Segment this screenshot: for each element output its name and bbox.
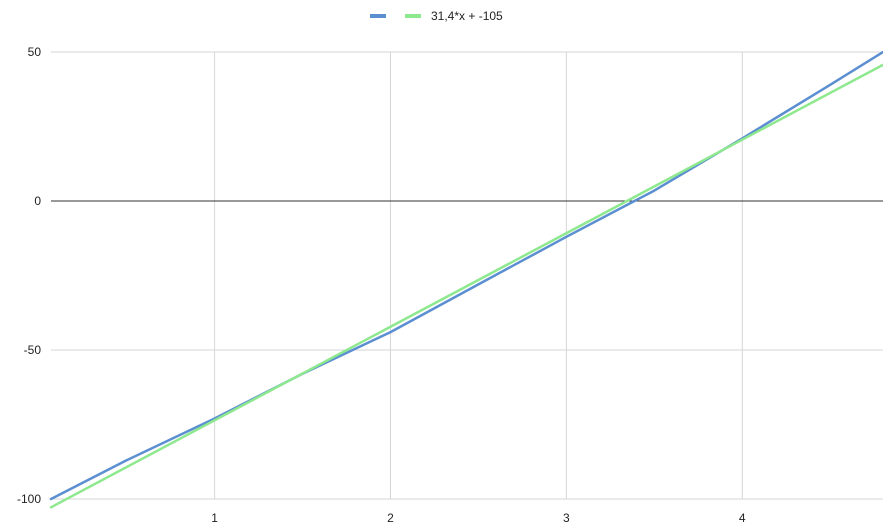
legend: 31,4*x + -105: [370, 9, 503, 23]
x-tick-label-2: 3: [563, 511, 570, 525]
series-line-0: [49, 50, 883, 501]
y-tick-label-1: -50: [24, 343, 42, 357]
x-tick-label-0: 1: [211, 511, 218, 525]
x-tick-label-3: 4: [739, 511, 746, 525]
x-tick-label-1: 2: [387, 511, 394, 525]
legend-swatch-1: [405, 14, 421, 18]
tick-labels: -100 -50 0 50 1 2 3 4: [17, 45, 746, 525]
y-tick-label-2: 0: [34, 194, 41, 208]
series-line-1: [49, 63, 883, 509]
y-tick-label-3: 50: [28, 45, 42, 59]
series-layer: [49, 50, 883, 509]
legend-swatch-0: [370, 14, 386, 18]
legend-label-1: 31,4*x + -105: [431, 9, 503, 23]
y-tick-label-0: -100: [17, 492, 41, 506]
grid: [51, 51, 883, 500]
